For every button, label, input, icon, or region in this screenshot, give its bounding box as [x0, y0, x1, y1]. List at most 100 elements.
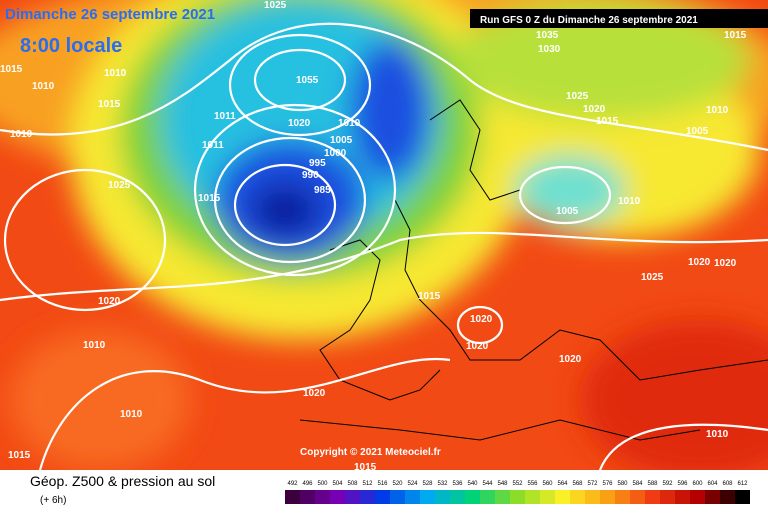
scale-label: 580	[617, 481, 628, 487]
scale-label: 560	[542, 481, 553, 487]
scale-label: 568	[572, 481, 583, 487]
isobar-label: 1020	[303, 388, 326, 399]
scale-swatch	[540, 490, 555, 504]
scale-swatch	[735, 490, 750, 504]
isobar-label: 1015	[418, 291, 441, 302]
isobar-label: 995	[309, 158, 326, 169]
scale-label: 516	[377, 481, 388, 487]
scale-swatch	[585, 490, 600, 504]
isobar-label: 1015	[596, 116, 619, 127]
scale-label: 532	[437, 481, 448, 487]
scale-swatch	[615, 490, 630, 504]
scale-swatch	[315, 490, 330, 504]
run-banner	[470, 9, 768, 28]
scale-swatch	[630, 490, 645, 504]
isobar-label: 1035	[536, 30, 559, 41]
isobars	[0, 22, 768, 471]
isobar-label: 1005	[556, 206, 579, 217]
scale-label: 556	[527, 481, 538, 487]
isobar-label: 1011	[202, 140, 224, 151]
scale-swatch	[690, 490, 705, 504]
scale-swatch	[345, 490, 360, 504]
scale-swatch	[285, 490, 300, 504]
isobar-label: 985	[314, 185, 331, 196]
scale-swatch	[600, 490, 615, 504]
isobar-label: 1020	[466, 341, 489, 352]
isobar-label: 1015	[354, 462, 377, 473]
isobar-label: 1015	[98, 99, 121, 110]
scale-label: 544	[482, 481, 493, 487]
isobar-label: 1025	[264, 0, 287, 11]
isobar-label: 1025	[108, 180, 131, 191]
scale-label: 584	[632, 481, 643, 487]
run-info: Run GFS 0 Z du Dimanche 26 septembre 202…	[480, 15, 698, 26]
scale-swatch	[645, 490, 660, 504]
isobar-label: 990	[302, 170, 319, 181]
scale-swatch	[405, 490, 420, 504]
scale-label: 504	[332, 481, 343, 487]
isobar-label: 1010	[618, 196, 641, 207]
footer-title: Géop. Z500 & pression au sol	[30, 473, 215, 489]
scale-swatch	[660, 490, 675, 504]
isobar-label: 1015	[724, 30, 747, 41]
scale-label: 540	[467, 481, 478, 487]
isobar-label: 1000	[324, 148, 347, 159]
isobar-label: 1025	[641, 272, 664, 283]
scale-swatch	[465, 490, 480, 504]
map-time: 8:00 locale	[20, 35, 122, 57]
scale-label: 552	[512, 481, 523, 487]
isobar-label: 1020	[288, 118, 311, 129]
scale-label: 612	[737, 481, 748, 487]
scale-swatch	[375, 490, 390, 504]
isobar-label: 1055	[296, 75, 319, 86]
isobar-label: 1010	[104, 68, 127, 79]
scale-label: 536	[452, 481, 463, 487]
scale-swatch	[450, 490, 465, 504]
scale-swatch	[705, 490, 720, 504]
footer-subtitle: (+ 6h)	[40, 495, 66, 506]
scale-swatch	[570, 490, 585, 504]
scale-swatch	[330, 490, 345, 504]
scale-label: 592	[662, 481, 673, 487]
scale-label: 596	[677, 481, 688, 487]
scale-swatch	[720, 490, 735, 504]
scale-swatch	[420, 490, 435, 504]
scale-label: 512	[362, 481, 373, 487]
scale-label: 604	[707, 481, 718, 487]
scale-label: 492	[287, 481, 298, 487]
isobar-label: 1020	[688, 257, 711, 268]
scale-label: 572	[587, 481, 598, 487]
isobar-label: 1005	[686, 126, 709, 137]
isobar-label: 1011	[214, 111, 236, 122]
scale-label: 548	[497, 481, 508, 487]
isobar-label: 1010	[338, 118, 361, 129]
isobar-label: 1015	[0, 64, 23, 75]
geopotential-field	[0, 0, 768, 480]
scale-swatch	[480, 490, 495, 504]
isobar-label: 1020	[470, 314, 493, 325]
map-date: Dimanche 26 septembre 2021	[5, 6, 215, 23]
scale-label: 576	[602, 481, 613, 487]
isobar-label: 1020	[559, 354, 582, 365]
scale-label: 496	[302, 481, 313, 487]
isobar-label: 1015	[8, 450, 31, 461]
isobar-label: 1020	[98, 296, 121, 307]
isobar-label: 1020	[714, 258, 737, 269]
scale-label: 600	[692, 481, 703, 487]
scale-swatch	[675, 490, 690, 504]
isobar-label: 1010	[83, 340, 106, 351]
scale-label: 608	[722, 481, 733, 487]
scale-label: 564	[557, 481, 568, 487]
isobar-label: 1025	[566, 91, 589, 102]
scale-swatch	[360, 490, 375, 504]
scale-swatch	[555, 490, 570, 504]
scale-label: 528	[422, 481, 433, 487]
scale-label: 520	[392, 481, 403, 487]
scale-swatch	[510, 490, 525, 504]
scale-label: 508	[347, 481, 358, 487]
isobar-label: 1005	[330, 135, 353, 146]
scale-swatch	[495, 490, 510, 504]
scale-swatch	[390, 490, 405, 504]
isobar-label: 1010	[10, 129, 33, 140]
